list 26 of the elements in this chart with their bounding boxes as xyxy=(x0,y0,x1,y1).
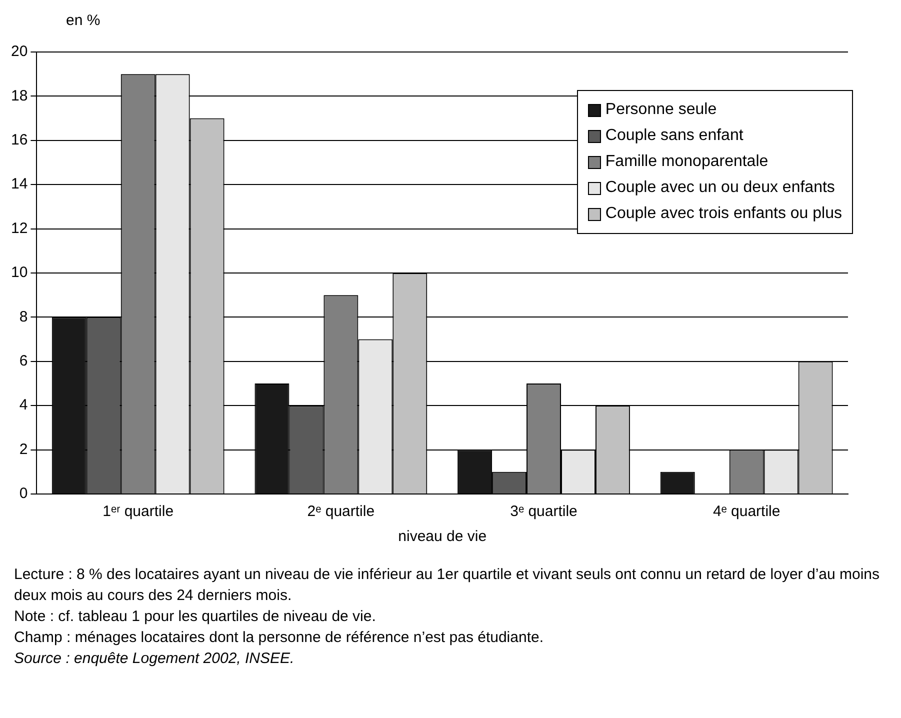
y-tick-label: 14 xyxy=(10,176,28,193)
legend-label: Famille monoparentale xyxy=(605,152,768,172)
legend-label: Couple sans enfant xyxy=(605,126,744,146)
y-tick-label: 4 xyxy=(19,396,28,414)
x-axis-title: niveau de vie xyxy=(398,528,487,546)
x-tick-label: 2ᵉ quartile xyxy=(307,503,375,520)
text: Note : cf. tableau 1 pour les quartiles de niveau de vie. xyxy=(14,607,377,627)
y-tick-label: 0 xyxy=(19,485,28,502)
y-axis-title: en % xyxy=(65,11,102,31)
y-tick-label: 20 xyxy=(10,43,28,60)
text: Lecture : 8 % des locataires ayant un niveau de vie inférieur au 1er quartile et vivant seuls ont connu un retard de loyer d’au moins deux mois au cours des 24 derniers mois. xyxy=(14,565,881,606)
source-note: Source : enquête Logement 2002, INSEE. xyxy=(14,649,296,669)
x-tick-label: 1ᵉʳ quartile xyxy=(102,503,174,520)
legend-label: Couple avec trois enfants ou plus xyxy=(605,204,842,224)
y-tick-label: 8 xyxy=(19,308,28,326)
y-tick-label: 6 xyxy=(19,352,28,370)
x-tick-label: 3ᵉ quartile xyxy=(510,503,578,520)
y-tick-label: 16 xyxy=(10,132,28,149)
legend-label: Personne seule xyxy=(605,100,717,120)
y-tick-label: 18 xyxy=(10,87,28,104)
text: Champ : ménages locataires dont la personne de référence n’est pas étudiante. xyxy=(14,628,544,648)
y-tick-label: 10 xyxy=(10,264,28,282)
legend-label: Couple avec un ou deux enfants xyxy=(605,178,835,198)
x-tick-label: 4ᵉ quartile xyxy=(712,503,780,520)
y-tick-label: 12 xyxy=(10,220,28,237)
y-tick-label: 2 xyxy=(19,440,28,458)
